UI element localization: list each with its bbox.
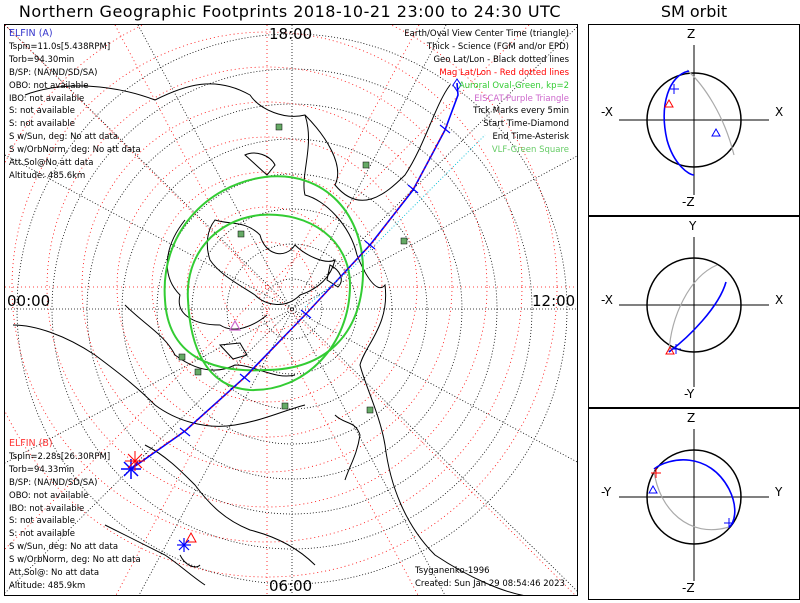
end-asterisk-a — [121, 459, 141, 479]
sm-yz-top: Z — [687, 411, 696, 425]
elfin-a-label: ELFIN (A) — [9, 28, 53, 39]
elfin-a-line: Tspin=11.0s[5.438RPM] — [9, 41, 111, 52]
elfin-a-info: ELFIN (A) Tspin=11.0s[5.438RPM] Torb=94.… — [9, 28, 141, 183]
sm-xy-top: Y — [689, 219, 697, 233]
legend-item: VLF-Green Square — [491, 145, 569, 156]
sm-panel-xy: Y -Y -X X — [588, 216, 800, 408]
hour-label-06: 06:00 — [269, 577, 313, 595]
vlf-stations — [178, 123, 408, 414]
sm-xz-right: X — [775, 105, 784, 119]
elfin-a-line: Att.Sol@No att data — [9, 158, 94, 169]
legend-item: End Time-Asterisk — [492, 132, 569, 143]
elfin-a-line: OBO: not available — [9, 80, 89, 91]
elfin-a-line: S: not available — [9, 119, 75, 130]
elfin-b-label: ELFIN (B) — [9, 438, 53, 449]
legend-item: Thick - Science (FGM and/or EPD) — [426, 41, 569, 52]
elfin-b-line: S: not available — [9, 516, 75, 527]
view-center-marker-b — [177, 538, 191, 552]
elfin-b-line: Tspin=2.28s[26.30RPM] — [9, 451, 111, 462]
legend-item: Start Time-Diamond — [483, 119, 569, 130]
elfin-b-line: Altitude: 485.9km — [9, 580, 86, 591]
elfin-b-trace — [134, 124, 448, 466]
sm-xy-left: -X — [601, 293, 613, 307]
legend-item: Mag Lat/Lon - Red dotted lines — [439, 67, 569, 78]
coastlines — [12, 83, 525, 595]
mag-longitude-lines — [5, 25, 577, 595]
tick-marks — [179, 124, 451, 437]
elfin-b-line: OBO: not available — [9, 490, 89, 501]
eiscat-triangle — [228, 319, 242, 331]
start-diamond-a — [452, 78, 462, 92]
sm-xz-top: Z — [687, 27, 696, 41]
legend-item: Earth/Oval View Center Time (triangle) — [404, 29, 569, 39]
legend-item: Geo Lat/Lon - Black dotted lines — [433, 54, 569, 65]
elfin-b-line: S w/Sun, deg: No att data — [9, 542, 119, 553]
hour-label-18: 18:00 — [269, 25, 313, 43]
sm-xz-bottom: -Z — [682, 195, 695, 209]
sm-xz-left: -X — [601, 105, 613, 119]
elfin-b-line: Torb=94.33min — [9, 464, 75, 475]
elfin-a-line: IBO: not available — [9, 93, 85, 104]
elfin-a-line: B/SP: (NA/ND/SD/SA) — [9, 67, 98, 78]
elfin-b-line: S w/OrbNorm, deg: No att data — [9, 555, 141, 566]
legend-item: Auroral Oval-Green, kp=2 — [458, 80, 569, 91]
elfin-b-line: B/SP: (NA/ND/SD/SA) — [9, 477, 98, 488]
sm-xy-right: X — [775, 293, 784, 307]
sm-panel-xz: Z -Z -X X — [588, 24, 800, 216]
sm-yz-bottom: -Z — [682, 581, 695, 595]
elfin-b-info: ELFIN (B) Tspin=2.28s[26.30RPM] Torb=94.… — [9, 438, 141, 593]
elfin-b-line: IBO: not available — [9, 503, 85, 514]
legend: Earth/Oval View Center Time (triangle) T… — [404, 28, 569, 157]
elfin-a-line: Torb=94.30min — [9, 54, 75, 65]
elfin-a-line: S: not available — [9, 106, 75, 117]
elfin-a-line: S w/Sun, deg: No att data — [9, 132, 119, 143]
elfin-a-line: S w/OrbNorm, deg: No att data — [9, 145, 141, 156]
created-timestamp: Created: Sun Jan 29 08:54:46 2023 — [415, 579, 565, 589]
hour-label-00: 00:00 — [7, 292, 51, 310]
main-title: Northern Geographic Footprints 2018-10-2… — [18, 2, 562, 21]
sm-yz-left: -Y — [601, 485, 612, 499]
sm-yz-right: Y — [775, 485, 783, 499]
view-center-triangle — [185, 531, 197, 543]
sm-orbit-title: SM orbit — [660, 2, 728, 21]
map-canvas — [5, 25, 577, 595]
sm-xy-bottom: -Y — [684, 387, 695, 401]
elfin-b-line: Att.Sol@: No att data — [9, 568, 100, 579]
legend-item: Tick Marks every 5min — [473, 106, 569, 117]
elfin-a-line: Altitude: 485.6km — [9, 170, 86, 181]
legend-item: EISCAT-Purple Triangle — [474, 93, 569, 104]
footprint-map: 18:00 00:00 12:00 06:00 ELFIN (A) Tspin=… — [4, 24, 578, 596]
auroral-oval — [163, 175, 365, 392]
sm-panel-yz: Z -Z -Y Y — [588, 408, 800, 600]
elfin-b-line: S: not available — [9, 529, 75, 540]
hour-label-12: 12:00 — [532, 292, 576, 310]
model-label: Tsyganenko-1996 — [415, 566, 490, 576]
view-center-line — [304, 134, 486, 308]
end-asterisk-b — [125, 451, 145, 471]
